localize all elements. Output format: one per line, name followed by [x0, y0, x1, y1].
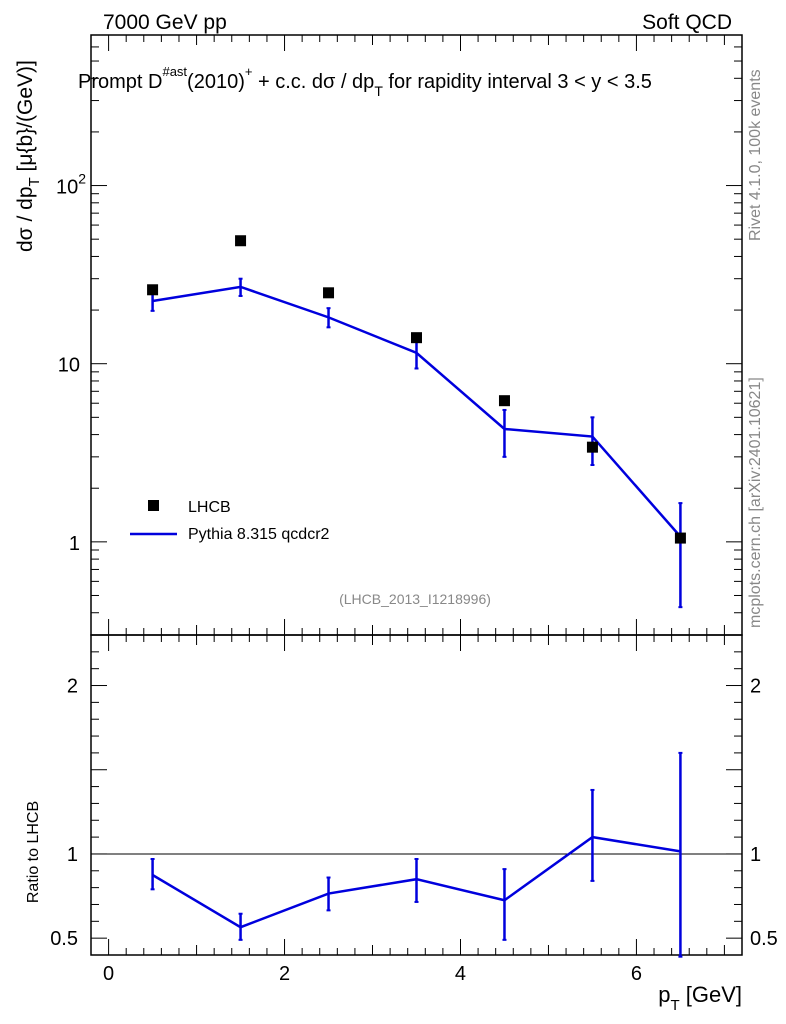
data-point	[411, 332, 422, 344]
legend-marker-lhcb	[148, 500, 159, 511]
rivet-label: Rivet 4.1.0, 100k events	[747, 69, 764, 241]
ratio-series	[150, 751, 683, 958]
mcplots-label: mcplots.cern.ch [arXiv:2401.10621]	[747, 377, 764, 628]
header-left: 7000 GeV pp	[103, 11, 227, 34]
legend: LHCB Pythia 8.315 qcdcr2	[130, 499, 330, 543]
x-tick-label: 4	[455, 963, 466, 985]
main-series	[147, 235, 686, 609]
ratio-axes: 0 2 4 6 0.5 0.5 1 1 2 2	[50, 634, 778, 985]
y-tick-label: 2	[67, 676, 78, 698]
analysis-watermark: (LHCB_2013_I1218996)	[339, 591, 491, 607]
ratio-frame	[90, 634, 743, 956]
data-point	[235, 235, 247, 247]
data-point	[674, 532, 686, 544]
main-ylabel: dσ / dpT [μ{b}/(GeV)]	[14, 60, 43, 252]
x-tick-label: 2	[279, 963, 290, 985]
y-tick-label: 102	[56, 171, 86, 199]
y-tick-label-right: 2	[750, 676, 761, 698]
y-tick-label: 10	[58, 355, 80, 377]
y-tick-label-right: 0.5	[750, 928, 778, 950]
data-point	[498, 395, 510, 407]
main-axes: 1 10 102	[56, 34, 743, 636]
legend-label-pythia: Pythia 8.315 qcdcr2	[188, 526, 330, 543]
data-point	[586, 441, 598, 453]
x-tick-label: 6	[631, 963, 642, 985]
ratio-ylabel: Ratio to LHCB	[25, 801, 42, 903]
y-tick-label: 0.5	[50, 928, 78, 950]
y-tick-label-right: 1	[750, 844, 761, 866]
header-right: Soft QCD	[642, 11, 732, 34]
x-tick-label: 0	[103, 963, 114, 985]
mc-line	[152, 285, 682, 538]
xlabel: pT [GeV]	[658, 982, 742, 1014]
data-point	[147, 284, 159, 296]
legend-label-lhcb: LHCB	[188, 499, 231, 516]
y-tick-label: 1	[69, 533, 80, 555]
y-tick-label: 1	[67, 844, 78, 866]
data-point	[323, 287, 335, 299]
plot-title: Prompt D#ast(2010)+ + c.c. dσ / dpT for …	[78, 64, 652, 99]
